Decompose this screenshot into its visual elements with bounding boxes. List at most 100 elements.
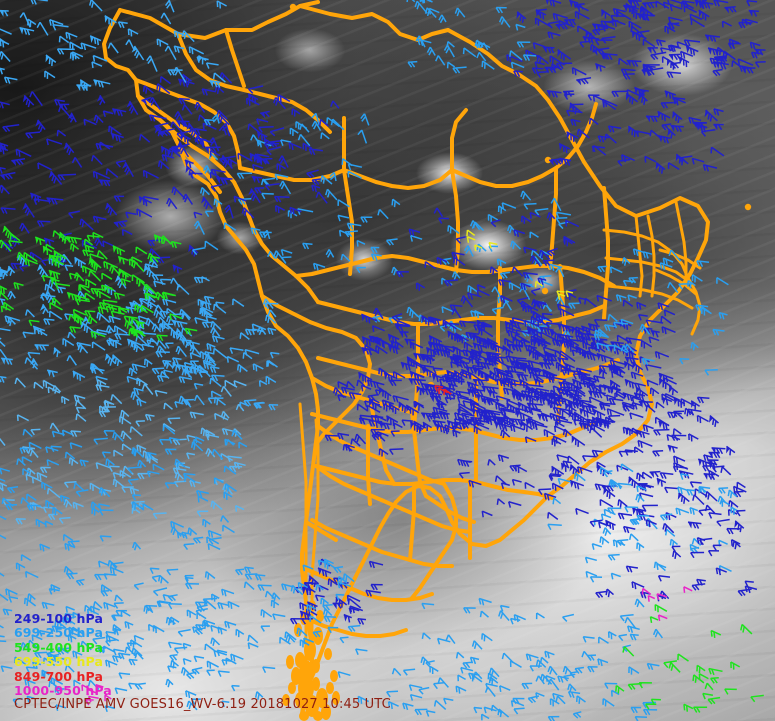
barb-shaft xyxy=(492,306,504,311)
barb-flag xyxy=(188,245,193,253)
barb-shaft xyxy=(0,332,2,340)
barb-tick xyxy=(92,216,97,223)
barb-shaft xyxy=(169,147,181,158)
barb-shaft xyxy=(120,278,131,283)
barb-tick xyxy=(165,130,171,136)
barb-shaft xyxy=(248,85,264,90)
barb-shaft xyxy=(76,342,91,347)
barb-shaft xyxy=(202,122,217,130)
barb-tick xyxy=(120,22,125,29)
barbs-pacific-mid-2 xyxy=(220,452,233,462)
barbs-pacific-low xyxy=(131,494,141,501)
barb-shaft xyxy=(695,122,707,125)
barb-tick xyxy=(273,97,277,104)
barbs-atlantic-nw xyxy=(516,41,531,48)
barb-tick xyxy=(150,240,156,247)
barb-flag xyxy=(93,79,98,87)
barb-shaft xyxy=(167,45,177,61)
barb-shaft xyxy=(0,297,6,301)
barb-shaft xyxy=(153,512,167,515)
barb-tick xyxy=(93,114,97,122)
barbs-pacific-low xyxy=(195,490,209,498)
barbs-caribbean-e xyxy=(724,6,737,14)
barbs-amazon xyxy=(523,202,537,210)
barb-shaft xyxy=(494,286,502,298)
barb-shaft xyxy=(136,377,148,386)
barb-shaft xyxy=(257,157,273,161)
barbs-atlantic-nw xyxy=(414,0,428,14)
barb-tick xyxy=(63,104,68,110)
barb-shaft xyxy=(509,281,521,290)
barb-shaft xyxy=(281,248,293,254)
barb-shaft xyxy=(202,518,211,525)
barbs-pacific-mid-2 xyxy=(234,504,245,512)
barb-tick xyxy=(116,359,120,367)
barb-tick xyxy=(248,88,254,94)
barbs-caribbean-e xyxy=(669,4,683,12)
barbs-colombia xyxy=(261,192,274,200)
barbs-pacific-top xyxy=(65,31,78,40)
barbs-colombia-hi xyxy=(274,204,286,214)
barbs-caribbean xyxy=(574,10,590,20)
barb-shaft xyxy=(536,71,549,74)
barb-flag xyxy=(184,160,189,168)
barb-shaft xyxy=(688,116,702,122)
barb-shaft xyxy=(0,184,10,195)
barb-tick xyxy=(59,287,64,294)
barb-shaft xyxy=(172,143,190,149)
barb-tick xyxy=(159,76,162,83)
barb-shaft xyxy=(668,16,683,22)
barbs-nw-pacific-high-b xyxy=(148,97,161,110)
barb-shaft xyxy=(113,220,128,224)
barb-tick xyxy=(3,10,9,17)
barbs-nw-pacific-high xyxy=(138,195,152,207)
map-marker-dot xyxy=(289,3,297,11)
barb-shaft xyxy=(50,584,61,590)
barb-tick xyxy=(193,128,198,135)
barbs-nw-pacific-high xyxy=(11,158,26,167)
barb-shaft xyxy=(206,342,216,348)
barbs-pacific-top xyxy=(216,0,227,9)
barbs-nw-pacific-high xyxy=(54,99,65,107)
barb-tick xyxy=(51,175,55,182)
barb-shaft xyxy=(407,0,416,3)
barb-shaft xyxy=(490,266,498,273)
barb-shaft xyxy=(529,231,539,238)
barb-shaft xyxy=(45,54,57,63)
barb-tick xyxy=(18,150,21,157)
barbs-pacific-sw xyxy=(118,672,131,679)
barb-tick xyxy=(717,124,723,131)
barb-shaft xyxy=(112,561,124,565)
barb-shaft xyxy=(92,341,106,351)
barb-shaft xyxy=(0,338,6,347)
barb-shaft xyxy=(282,180,292,195)
barb-shaft xyxy=(149,55,158,72)
barbs-pacific-sw xyxy=(166,568,179,576)
barbs-colombia xyxy=(337,199,350,208)
barb-shaft xyxy=(59,35,70,44)
barb-flag xyxy=(45,55,50,63)
barb-flag xyxy=(251,176,256,184)
barbs-nw-pacific-high-b xyxy=(219,72,233,84)
barb-tick xyxy=(128,105,133,112)
border-mato-grosso-n xyxy=(316,300,606,326)
barbs-atlantic-n xyxy=(655,162,666,174)
barbs-pacific-c xyxy=(269,351,280,359)
barb-tick xyxy=(3,76,8,84)
barb-tick xyxy=(76,373,79,380)
barb-shaft xyxy=(0,26,12,35)
barb-shaft xyxy=(332,100,340,109)
border-uruguay-n xyxy=(424,494,476,524)
barb-shaft xyxy=(288,142,302,149)
barb-tick xyxy=(107,206,111,214)
barb-shaft xyxy=(69,41,82,50)
barbs-pacific-green xyxy=(0,305,12,313)
barb-shaft xyxy=(157,304,164,313)
barbs-pacific-mid xyxy=(90,366,105,375)
barbs-pacific-low xyxy=(93,437,108,445)
barbs-pacific-mid xyxy=(66,354,78,366)
barbs-nw-pacific-high xyxy=(157,127,175,138)
barbs-atlantic-n xyxy=(576,128,590,139)
barb-shaft xyxy=(16,377,26,388)
barb-shaft xyxy=(536,8,547,12)
